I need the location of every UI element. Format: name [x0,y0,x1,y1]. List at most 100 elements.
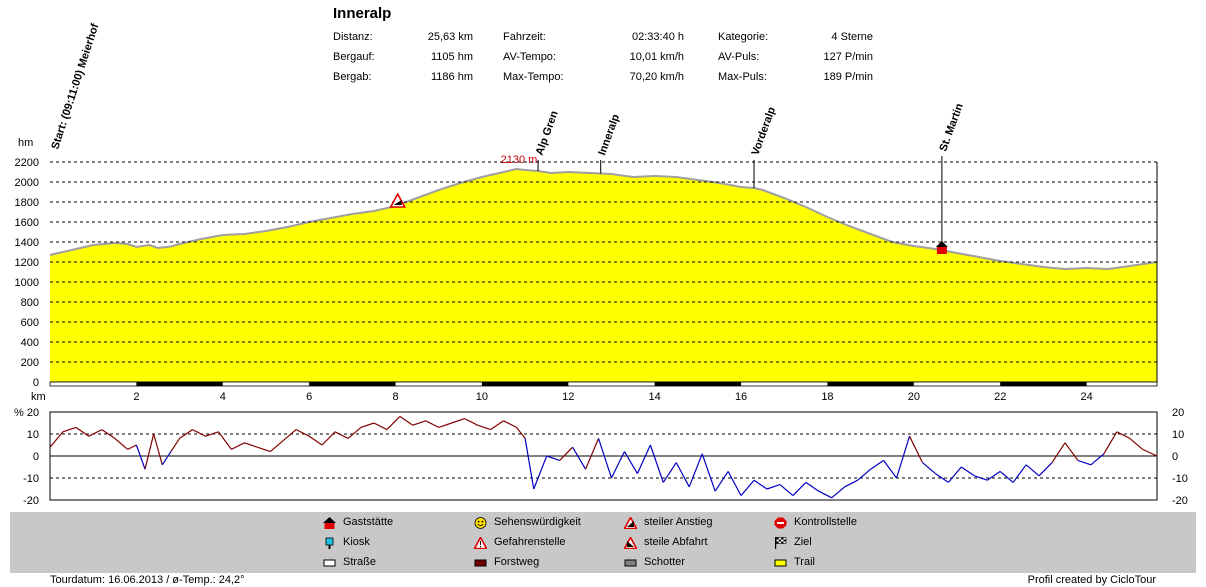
gradient-segment [559,446,574,461]
footer-tour-info: Tourdatum: 16.06.2013 / ø-Temp.: 24,2° [50,574,245,586]
footer-credit: Profil created by CicloTour [1027,574,1156,586]
gradient-segment [399,415,414,426]
km-scale-segment [827,382,914,386]
gradient-segment [1051,442,1066,463]
max-elevation-label: 2130 m [501,154,538,166]
gradient-segment [425,420,439,428]
gradient-segment [805,481,820,492]
legend-label: steiler Anstieg [644,516,713,528]
km-scale-segment [309,382,396,386]
elevation-y-tick-label: 200 [21,357,39,369]
gradient-segment [947,466,962,483]
gradient-segment [974,475,988,481]
elevation-y-tick-label: 1000 [15,277,39,289]
gradient-segment [662,462,677,483]
gradient-segment [1103,431,1118,455]
gradient-segment [438,422,452,428]
waypoint-label: Alp Gren [534,109,561,157]
steep-climb-marker-arrow [393,200,402,205]
gradient-y-tick-label-right: -20 [1172,495,1188,507]
elevation-x-tick-label: 18 [821,391,833,403]
gradient-segment [1142,448,1158,457]
steep-climb-icon [624,517,637,529]
gradient-segment [127,444,137,450]
gradient-segment [360,422,375,428]
legend-label: Gefahrenstelle [494,536,566,548]
steep-climb-marker [389,192,407,208]
elevation-x-axis-label: km [31,391,46,403]
gradient-segment [114,437,129,450]
elevation-y-axis-label: hm [18,137,33,149]
gradient-segment [572,446,587,470]
gradient-segment [857,468,872,481]
gradient-segment [1064,442,1079,461]
gradient-segment [1116,431,1131,439]
gradient-y-tick-label-left: -10 [23,473,39,485]
finish-flag-icon [775,537,787,549]
stat-label-av-tempo: AV-Tempo: [503,51,556,63]
gradient-y-tick-label-right: 10 [1172,429,1184,441]
smiley-icon [474,517,487,529]
stat-label-av-puls: AV-Puls: [718,51,760,63]
schotter-icon [624,559,637,567]
gradient-segment [727,471,742,496]
legend-label: Schotter [644,556,685,568]
elevation-y-tick-label: 0 [33,377,39,389]
gradient-segment [818,490,833,499]
kiosk-icon [325,537,334,549]
gradient-segment [895,436,911,479]
elevation-x-tick-label: 12 [562,391,574,403]
elevation-y-tick-label: 1800 [15,197,39,209]
gradient-segment [986,470,1001,481]
legend-label: Sehenswürdigkeit [494,516,581,528]
gradient-segment [88,429,103,437]
gradient-segment [1012,464,1027,483]
waypoint-label: St. Martin [937,102,966,153]
waypoint-label: Vorderalp [750,105,779,157]
gradient-segment [935,473,949,483]
waypoint-label: Start: (09:11:00) Meierhof [49,22,101,151]
forstweg-icon [474,559,487,567]
waypoint-label: Inneralp [596,112,622,157]
gradient-segment [464,418,478,426]
gradient-segment [412,420,426,426]
stat-value-bergauf: 1105 hm [431,51,473,63]
gradient-segment [831,486,846,499]
stat-value-av-puls: 127 P/min [823,51,873,63]
gradient-y-tick-label-left: -20 [23,495,39,507]
elevation-x-tick-label: 14 [649,391,661,403]
gradient-segment [170,438,181,452]
gradient-segment [321,431,336,446]
stat-label-distanz: Distanz: [333,31,373,43]
elevation-x-tick-label: 2 [133,391,139,403]
elevation-y-tick-label: 2000 [15,177,39,189]
gradient-segment [205,431,219,437]
stat-value-bergab: 1186 hm [431,71,473,83]
elevation-y-tick-label: 1400 [15,237,39,249]
gradient-segment [779,484,794,497]
elevation-x-tick-label: 24 [1080,391,1092,403]
gradient-segment [961,466,975,477]
gradient-y-tick-label-right: -10 [1172,473,1188,485]
gradient-segment [675,462,690,488]
km-scale-segment [136,382,223,386]
elevation-x-tick-label: 4 [220,391,226,403]
stat-label-max-puls: Max-Puls: [718,71,767,83]
gradient-segment [503,420,517,428]
gradient-segment [295,429,310,437]
gradient-segment [922,462,936,475]
gradient-segment [844,479,858,488]
gradient-y-tick-label-right: 0 [1172,451,1178,463]
gradient-y-tick-label-left: 10 [27,429,39,441]
gradient-segment [101,429,116,439]
gradient-segment [347,426,362,439]
gaststaette-marker [936,247,947,254]
elevation-x-tick-label: 6 [306,391,312,403]
gradient-segment [1077,459,1092,466]
gradient-segment [153,433,163,465]
stat-value-fahrzeit: 02:33:40 h [632,31,684,43]
stat-value-max-puls: 189 P/min [823,71,873,83]
stat-label-bergab: Bergab: [333,71,372,83]
gradient-segment [753,479,768,490]
gradient-segment [1129,437,1144,450]
